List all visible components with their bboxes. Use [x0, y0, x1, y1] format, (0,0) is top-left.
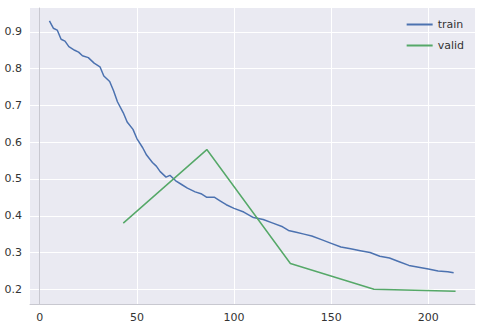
svg-text:0.5: 0.5 — [5, 172, 23, 185]
svg-text:200: 200 — [418, 311, 439, 324]
svg-text:0.3: 0.3 — [5, 246, 23, 259]
svg-text:0: 0 — [36, 311, 43, 324]
svg-text:0.4: 0.4 — [5, 209, 23, 222]
svg-text:valid: valid — [438, 39, 464, 52]
svg-text:0.7: 0.7 — [5, 99, 23, 112]
svg-text:0.8: 0.8 — [5, 62, 23, 75]
svg-text:0.2: 0.2 — [5, 283, 23, 296]
svg-text:train: train — [438, 18, 464, 31]
svg-text:150: 150 — [321, 311, 342, 324]
svg-text:0.6: 0.6 — [5, 136, 23, 149]
svg-text:100: 100 — [224, 311, 245, 324]
svg-text:50: 50 — [130, 311, 144, 324]
svg-text:0.9: 0.9 — [5, 25, 23, 38]
